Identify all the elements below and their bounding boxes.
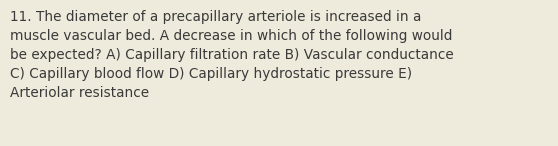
Text: 11. The diameter of a precapillary arteriole is increased in a
muscle vascular b: 11. The diameter of a precapillary arter… bbox=[10, 10, 454, 100]
